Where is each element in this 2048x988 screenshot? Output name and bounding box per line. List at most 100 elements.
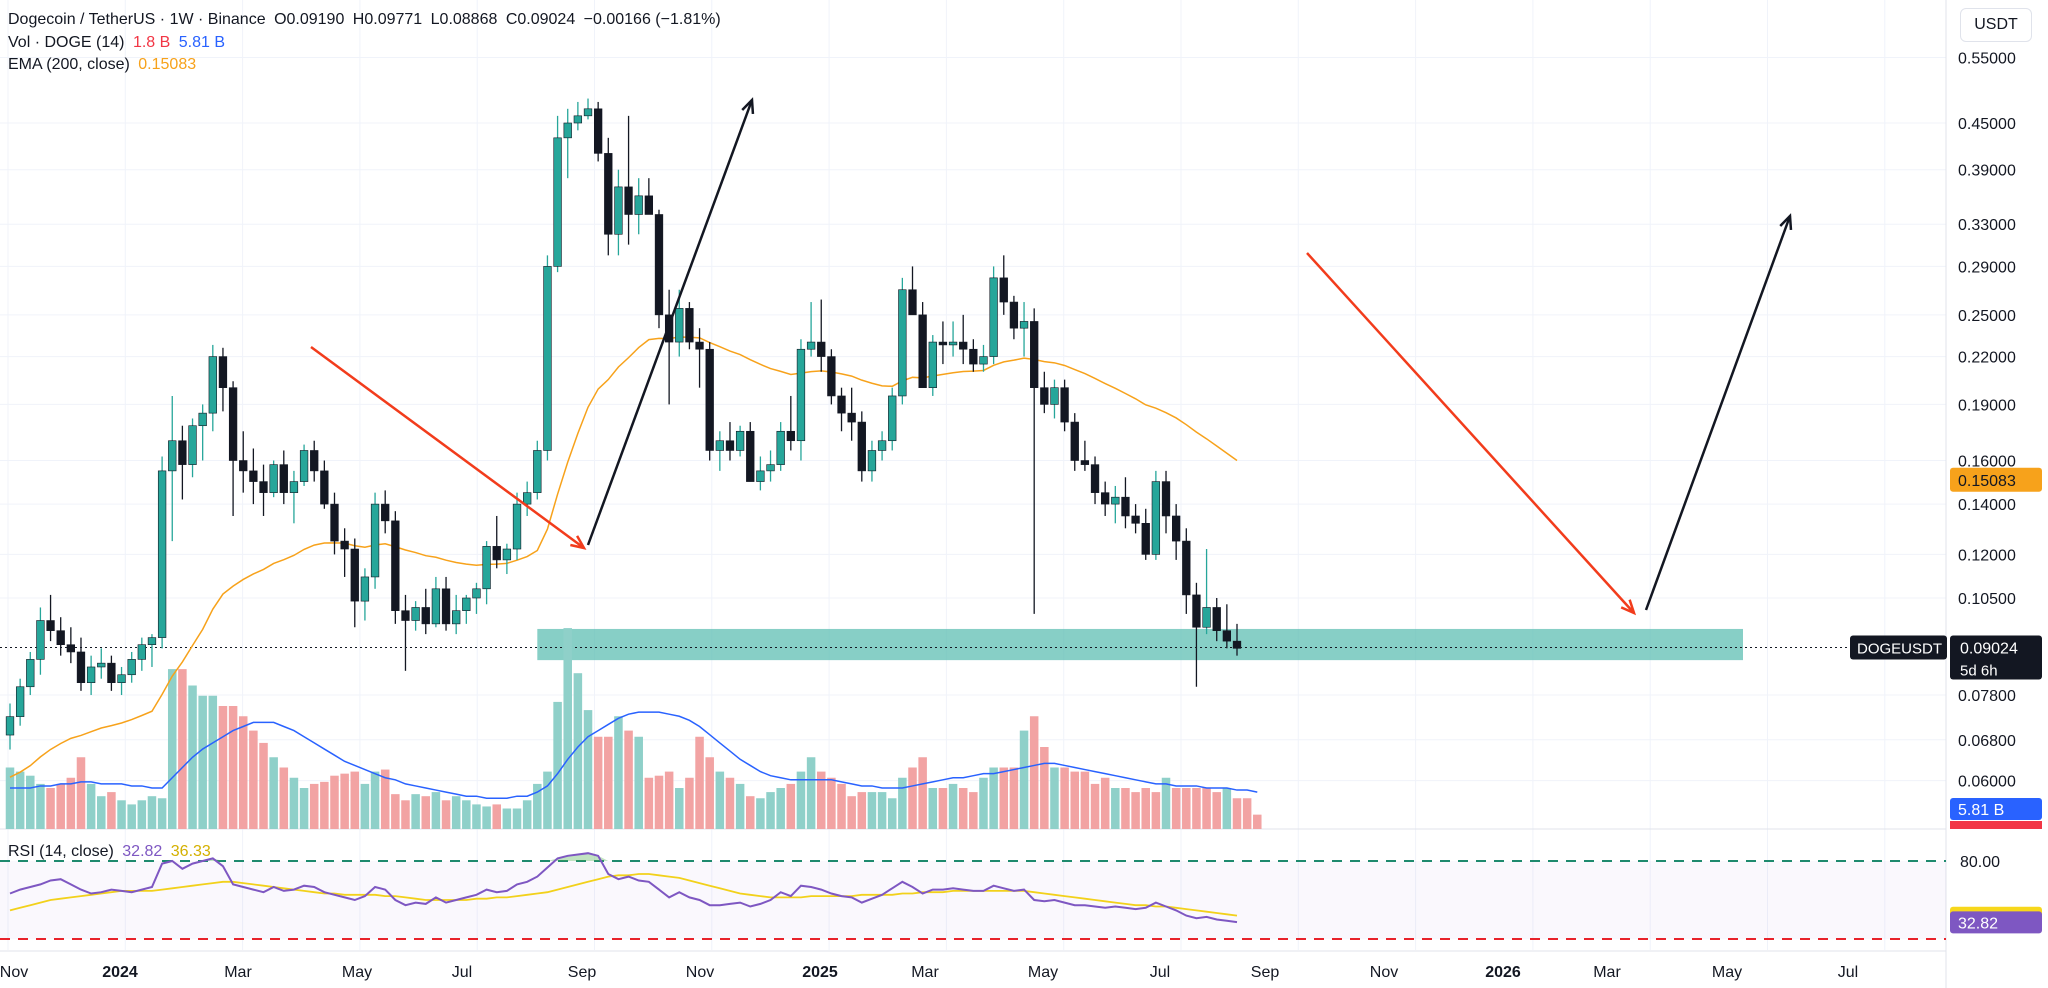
ema-price-badge-text: 0.15083 [1958,473,2016,490]
candle [188,418,197,478]
ema-legend[interactable]: EMA (200, close) 0.15083 [8,56,200,74]
candle [766,450,775,482]
volume-ma-badge-bg [1950,798,2042,820]
volume-bar [1100,777,1110,829]
volume-bar [1212,792,1221,829]
price-axis[interactable]: 0.55000 0.45000 0.39000 0.33000 0.29000 0.250… [1958,51,2016,871]
candle-body [36,620,45,660]
arrow-up-1-head [741,97,755,115]
volume-bar [867,792,877,829]
candle [523,481,532,516]
candle [340,528,349,577]
candle [441,576,451,631]
candle-body [847,412,856,423]
volume-bar [1202,788,1211,829]
candle [86,655,96,696]
candle [1151,470,1161,560]
axis-corner [1950,951,2048,988]
arrow-down-2-head [1620,599,1637,616]
rsi-band [0,861,1946,939]
candle [1121,477,1130,529]
volume-legend-value: 1.8 B [132,34,171,51]
candle [756,456,765,491]
candle [381,490,390,534]
candle [685,302,694,350]
volume-bar [1131,792,1140,829]
candle-body [543,266,552,451]
candle [624,115,633,245]
candle [959,314,968,365]
candle [330,492,339,555]
price-tick-label: 0.12000 [1958,547,2016,564]
volume-bar [309,783,319,829]
volume-bar [76,757,86,829]
symbol-legend[interactable]: Dogecoin / TetherUS · 1W · Binance O0.09… [8,11,725,29]
ohlc-low: L0.08868 [430,11,498,28]
volume-bar [745,796,755,829]
volume-bar [198,695,207,829]
candle-body [1111,496,1120,505]
candle-body [310,450,319,472]
candle-body [725,440,735,451]
candle [948,321,958,357]
volume-bar [675,788,684,829]
candle [502,543,512,575]
candle-body [1172,515,1181,542]
volume-bar [1141,788,1150,829]
price-tick-label: 0.16000 [1958,454,2016,471]
candle [350,538,359,628]
candle-body [1090,464,1100,493]
rsi-tick-label: 80.00 [1960,854,2000,871]
volume-bar [451,796,461,829]
rsi-legend-ma: 36.33 [170,843,211,860]
time-label: Jul [452,964,472,981]
candle [472,582,481,614]
arrow-down-1-head [570,535,587,550]
candle-body [5,716,15,736]
volume-bar [137,800,147,829]
candle-body [168,440,177,472]
volume-bar [472,804,481,829]
time-axis[interactable]: Nov 2024 Mar May Jul Sep Nov 2025 Mar May Jul Sep No… [0,964,1858,981]
volume-bar [522,800,532,829]
candle-body [239,460,248,472]
candle [107,655,116,691]
candle [695,328,704,388]
candle [898,277,907,405]
candle [837,387,846,432]
currency-unit-button[interactable]: USDT [1960,8,2032,42]
candle [5,703,15,750]
volume-bar [624,730,633,829]
candle [746,422,755,482]
volume-bar [431,792,441,829]
candle [928,335,937,396]
volume-bar [421,796,431,829]
volume-legend[interactable]: Vol · DOGE (14) 1.8 B 5.81 B [8,34,229,52]
rsi-legend[interactable]: RSI (14, close) 32.82 36.33 [8,843,215,861]
candle [1090,456,1100,505]
price-tick-label: 0.25000 [1958,308,2016,325]
candle [1030,308,1039,614]
candle [614,169,623,256]
ema-price-badge: 0.15083 [1950,467,2042,492]
candle [1212,598,1221,642]
candle [208,344,217,432]
candle [715,431,724,471]
candle-body [1232,640,1242,649]
candle [664,289,674,405]
candle-body [695,341,704,350]
support-zone-rect [537,628,1743,661]
candle [1172,504,1181,560]
ohlc-high: H0.09771 [352,11,423,28]
candle-body [350,548,359,602]
candle-body [198,412,207,427]
candle-body [888,395,897,442]
price-tick-label: 0.14000 [1958,497,2016,514]
volume-bar [756,798,765,829]
volume-bar [340,773,349,829]
price-tick-label: 0.22000 [1958,350,2016,367]
candle [1019,302,1029,357]
volume-badge [1950,821,2042,829]
